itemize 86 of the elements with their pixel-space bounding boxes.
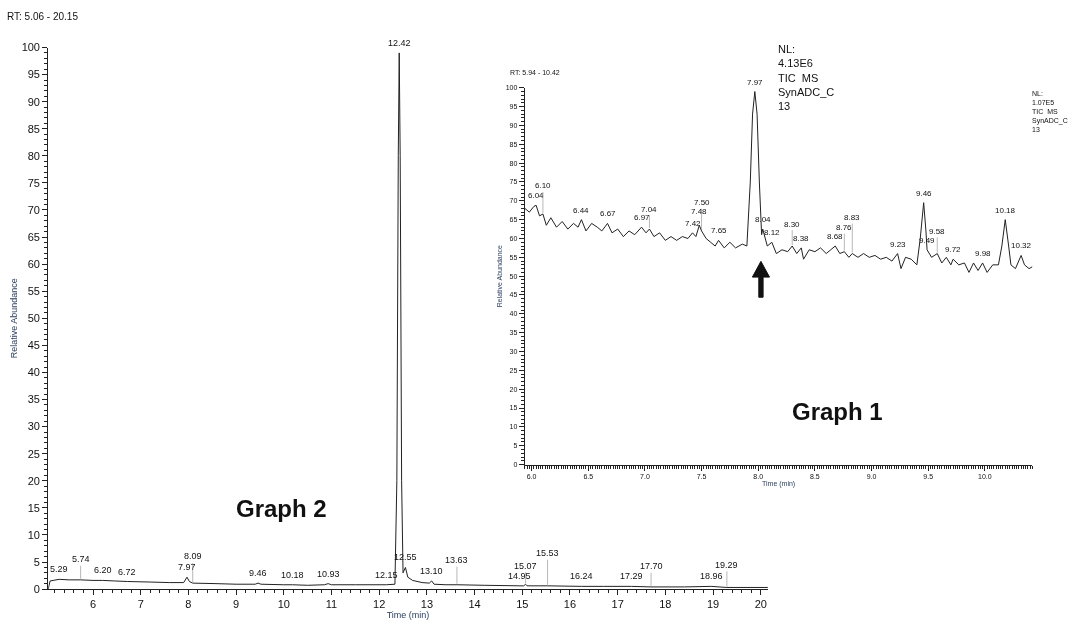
y-tick-label: 80 xyxy=(27,149,40,162)
x-tick-label: 6 xyxy=(89,598,97,611)
annotation: 6.72 xyxy=(118,567,136,577)
y-tick-label: 95 xyxy=(27,68,40,81)
annotation: 5.74 xyxy=(72,554,90,564)
x-axis-title: Time (min) xyxy=(386,610,430,621)
x-tick-label: 7 xyxy=(137,598,144,611)
y-tick-label: 5 xyxy=(33,555,40,568)
annotation: 7.65 xyxy=(711,226,728,235)
annotation: 19.29 xyxy=(715,560,738,570)
x-tick-label: 8 xyxy=(185,598,192,611)
y-tick-label: 30 xyxy=(27,420,40,433)
annotation: 10.18 xyxy=(281,570,304,580)
annotation: 8.76 xyxy=(836,223,853,232)
annotation: 9.58 xyxy=(929,227,946,236)
annotation: 9.46 xyxy=(249,568,267,578)
annotation: 15.07 xyxy=(514,561,537,571)
y-tick-label: 50 xyxy=(27,312,40,325)
annotation: 6.10 xyxy=(535,181,552,190)
annotation: 7.42 xyxy=(685,219,702,228)
x-tick-label: 16 xyxy=(563,598,577,611)
annotation: 18.96 xyxy=(700,571,723,581)
annotation: Graph 1 xyxy=(792,398,883,425)
annotation: 8.30 xyxy=(784,220,801,229)
annotation: 6.44 xyxy=(573,206,590,215)
y-tick-label: 35 xyxy=(27,393,40,406)
annotation: 13.10 xyxy=(420,566,443,576)
annotation: 6.04 xyxy=(528,191,545,200)
text: RT: 5.06 - 20.15 xyxy=(7,11,79,22)
annotation: 17.29 xyxy=(620,571,643,581)
annotation: 9.98 xyxy=(975,249,992,258)
x-tick-label: 20 xyxy=(754,598,767,611)
annotation: 7.97 xyxy=(747,78,764,87)
annotation: 7.97 xyxy=(178,562,196,572)
annotation: 10.18 xyxy=(995,206,1016,215)
annotation: 8.09 xyxy=(184,551,202,561)
annotation: 10.93 xyxy=(317,569,340,579)
annotation: 12.42 xyxy=(388,38,411,48)
annotation: 8.12 xyxy=(764,228,781,237)
annotation: 7.48 xyxy=(691,207,708,216)
y-tick-label: 10 xyxy=(27,528,40,541)
x-tick-label: 12 xyxy=(373,598,386,611)
x-tick-label: 17 xyxy=(611,598,624,611)
y-axis-title: Relative Abundance xyxy=(8,278,19,359)
annotation: 14.95 xyxy=(508,571,531,581)
x-tick-label: 9 xyxy=(233,598,240,611)
annotation: 6.67 xyxy=(600,209,617,218)
annotation: 7.50 xyxy=(694,198,711,207)
y-tick-label: 15 xyxy=(27,501,40,514)
y-tick-label: 75 xyxy=(27,176,40,189)
annotation: 8.38 xyxy=(793,234,810,243)
x-tick-label: 18 xyxy=(659,598,672,611)
annotation: 17.70 xyxy=(640,561,663,571)
x-tick-label: 11 xyxy=(325,598,338,611)
y-tick-label: 55 xyxy=(27,285,40,298)
y-tick-label: 25 xyxy=(27,447,40,460)
y-tick-label: 70 xyxy=(27,203,40,216)
annotation: 9.23 xyxy=(890,240,907,249)
annotation: 9.72 xyxy=(945,245,962,254)
y-tick-label: 85 xyxy=(27,122,40,135)
y-tick-label: 90 xyxy=(27,95,40,108)
annotation: 12.15 xyxy=(375,570,398,580)
annotation: 13.63 xyxy=(445,555,468,565)
x-tick-label: 14 xyxy=(468,598,481,611)
annotation: 16.24 xyxy=(570,571,593,581)
annotation: 8.83 xyxy=(844,213,861,222)
x-tick-label: 19 xyxy=(706,598,720,611)
annotation: Graph 2 xyxy=(236,495,327,522)
annotation: NL: 4.13E6 TIC MS SynADC_C 13 xyxy=(778,43,835,113)
annotation: 6.97 xyxy=(634,213,651,222)
annotation: 5.29 xyxy=(50,564,68,574)
y-tick-label: 40 xyxy=(27,366,40,379)
y-tick-label: 60 xyxy=(27,257,40,270)
annotation: 8.68 xyxy=(827,232,844,241)
y-tick-label: 45 xyxy=(27,339,40,352)
annotation: 15.53 xyxy=(536,548,559,558)
x-tick-label: 10 xyxy=(277,598,290,611)
annotation: 6.20 xyxy=(94,565,112,575)
annotation: 8.04 xyxy=(755,215,772,224)
annotation: 10.32 xyxy=(1011,241,1032,250)
y-tick-label: 100 xyxy=(21,41,40,54)
annotation: 9.46 xyxy=(916,189,933,198)
x-tick-label: 13 xyxy=(420,598,434,611)
y-tick-label: 0 xyxy=(33,582,40,595)
annotation: 7.04 xyxy=(641,205,658,214)
y-tick-label: 65 xyxy=(27,230,40,243)
